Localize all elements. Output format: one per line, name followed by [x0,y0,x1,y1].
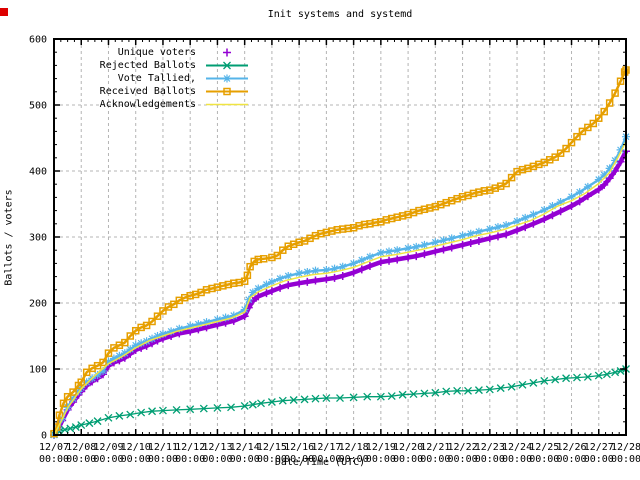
x-tick-time: 00:00 [148,454,178,465]
x-tick-date: 12/07 [39,442,69,453]
y-tick-label: 600 [29,35,47,46]
x-tick-time: 00:00 [93,454,123,465]
legend-row: Received Ballots [58,85,250,98]
legend: Unique voters Rejected Ballots Vote Tallie… [58,46,250,111]
series-line [52,69,628,435]
y-tick-label: 400 [29,167,47,178]
y-tick-label: 300 [29,233,47,244]
x-tick-date: 12/12 [175,442,205,453]
x-tick-time: 00:00 [311,454,341,465]
legend-sample-square-icon [206,87,248,96]
x-tick-date: 12/11 [148,442,178,453]
legend-row: Rejected Ballots [58,59,250,72]
x-tick-time: 00:00 [556,454,586,465]
x-tick-date: 12/10 [121,442,151,453]
x-tick-time: 00:00 [66,454,96,465]
legend-sample-none-icon [206,103,248,106]
x-tick-date: 12/20 [393,442,423,453]
legend-sample-cross-icon [206,61,248,70]
x-axis-label: Date/Time (UTC) [274,457,366,468]
x-tick-date: 12/08 [66,442,96,453]
x-tick-time: 00:00 [230,454,260,465]
x-tick-date: 12/13 [202,442,232,453]
legend-label: Vote Tallied, [117,73,196,84]
x-tick-time: 00:00 [339,454,369,465]
series-line [52,150,629,437]
x-tick-date: 12/25 [529,442,559,453]
series-vote-tallied [50,132,630,439]
y-tick-label: 100 [29,365,47,376]
x-tick-time: 00:00 [202,454,232,465]
y-axis-label: Ballots / voters [3,189,15,286]
x-tick-date: 12/17 [311,442,341,453]
x-tick-date: 12/16 [284,442,314,453]
x-tick-date: 12/09 [93,442,123,453]
x-tick-date: 12/27 [584,442,614,453]
legend-label: Rejected Ballots [99,60,196,71]
x-tick-time: 00:00 [39,454,69,465]
x-tick-date: 12/28 [611,442,640,453]
x-tick-date: 12/15 [257,442,287,453]
x-tick-time: 00:00 [584,454,614,465]
x-tick-date: 12/23 [475,442,505,453]
series-line [52,136,628,436]
series-line [53,368,627,435]
plot-border [53,38,627,436]
x-tick-labels: 12/0700:0012/0800:0012/0900:0012/1000:00… [39,442,640,465]
x-tick-date: 12/18 [339,442,369,453]
legend-label: Acknowledgements [99,99,196,110]
legend-label: Unique voters [117,47,196,58]
legend-row: Unique voters [58,46,250,59]
x-tick-time: 00:00 [175,454,205,465]
x-tick-time: 00:00 [502,454,532,465]
x-tick-time: 00:00 [121,454,151,465]
y-tick-label: 500 [29,101,47,112]
x-tick-date: 12/19 [366,442,396,453]
series-line [53,140,627,436]
x-tick-date: 12/22 [448,442,478,453]
legend-row: Acknowledgements [58,98,250,111]
series-acknowledgements [53,140,627,436]
x-tick-date: 12/21 [420,442,450,453]
legend-row: Vote Tallied, [58,72,250,85]
x-tick-date: 12/14 [230,442,260,453]
x-tick-time: 00:00 [529,454,559,465]
series-rejected-ballots [50,365,630,439]
x-tick-date: 12/24 [502,442,532,453]
legend-label: Received Ballots [99,86,196,97]
chart-title: Init systems and systemd [267,9,413,20]
y-tick-labels: 0 100 200 300 400 500 600 [29,35,47,442]
x-tick-time: 00:00 [366,454,396,465]
x-tick-date: 12/26 [556,442,586,453]
x-tick-time: 00:00 [284,454,314,465]
x-tick-time: 00:00 [257,454,287,465]
legend-sample-plus-icon [223,48,231,57]
red-corner-marker [0,8,8,16]
x-tick-time: 00:00 [611,454,640,465]
y-tick-label: 200 [29,299,47,310]
x-tick-time: 00:00 [393,454,423,465]
legend-sample-asterisk-icon [206,74,248,83]
x-tick-time: 00:00 [475,454,505,465]
x-tick-time: 00:00 [448,454,478,465]
y-tick-label: 0 [41,431,47,442]
series-unique-voters [50,147,630,439]
x-tick-time: 00:00 [420,454,450,465]
